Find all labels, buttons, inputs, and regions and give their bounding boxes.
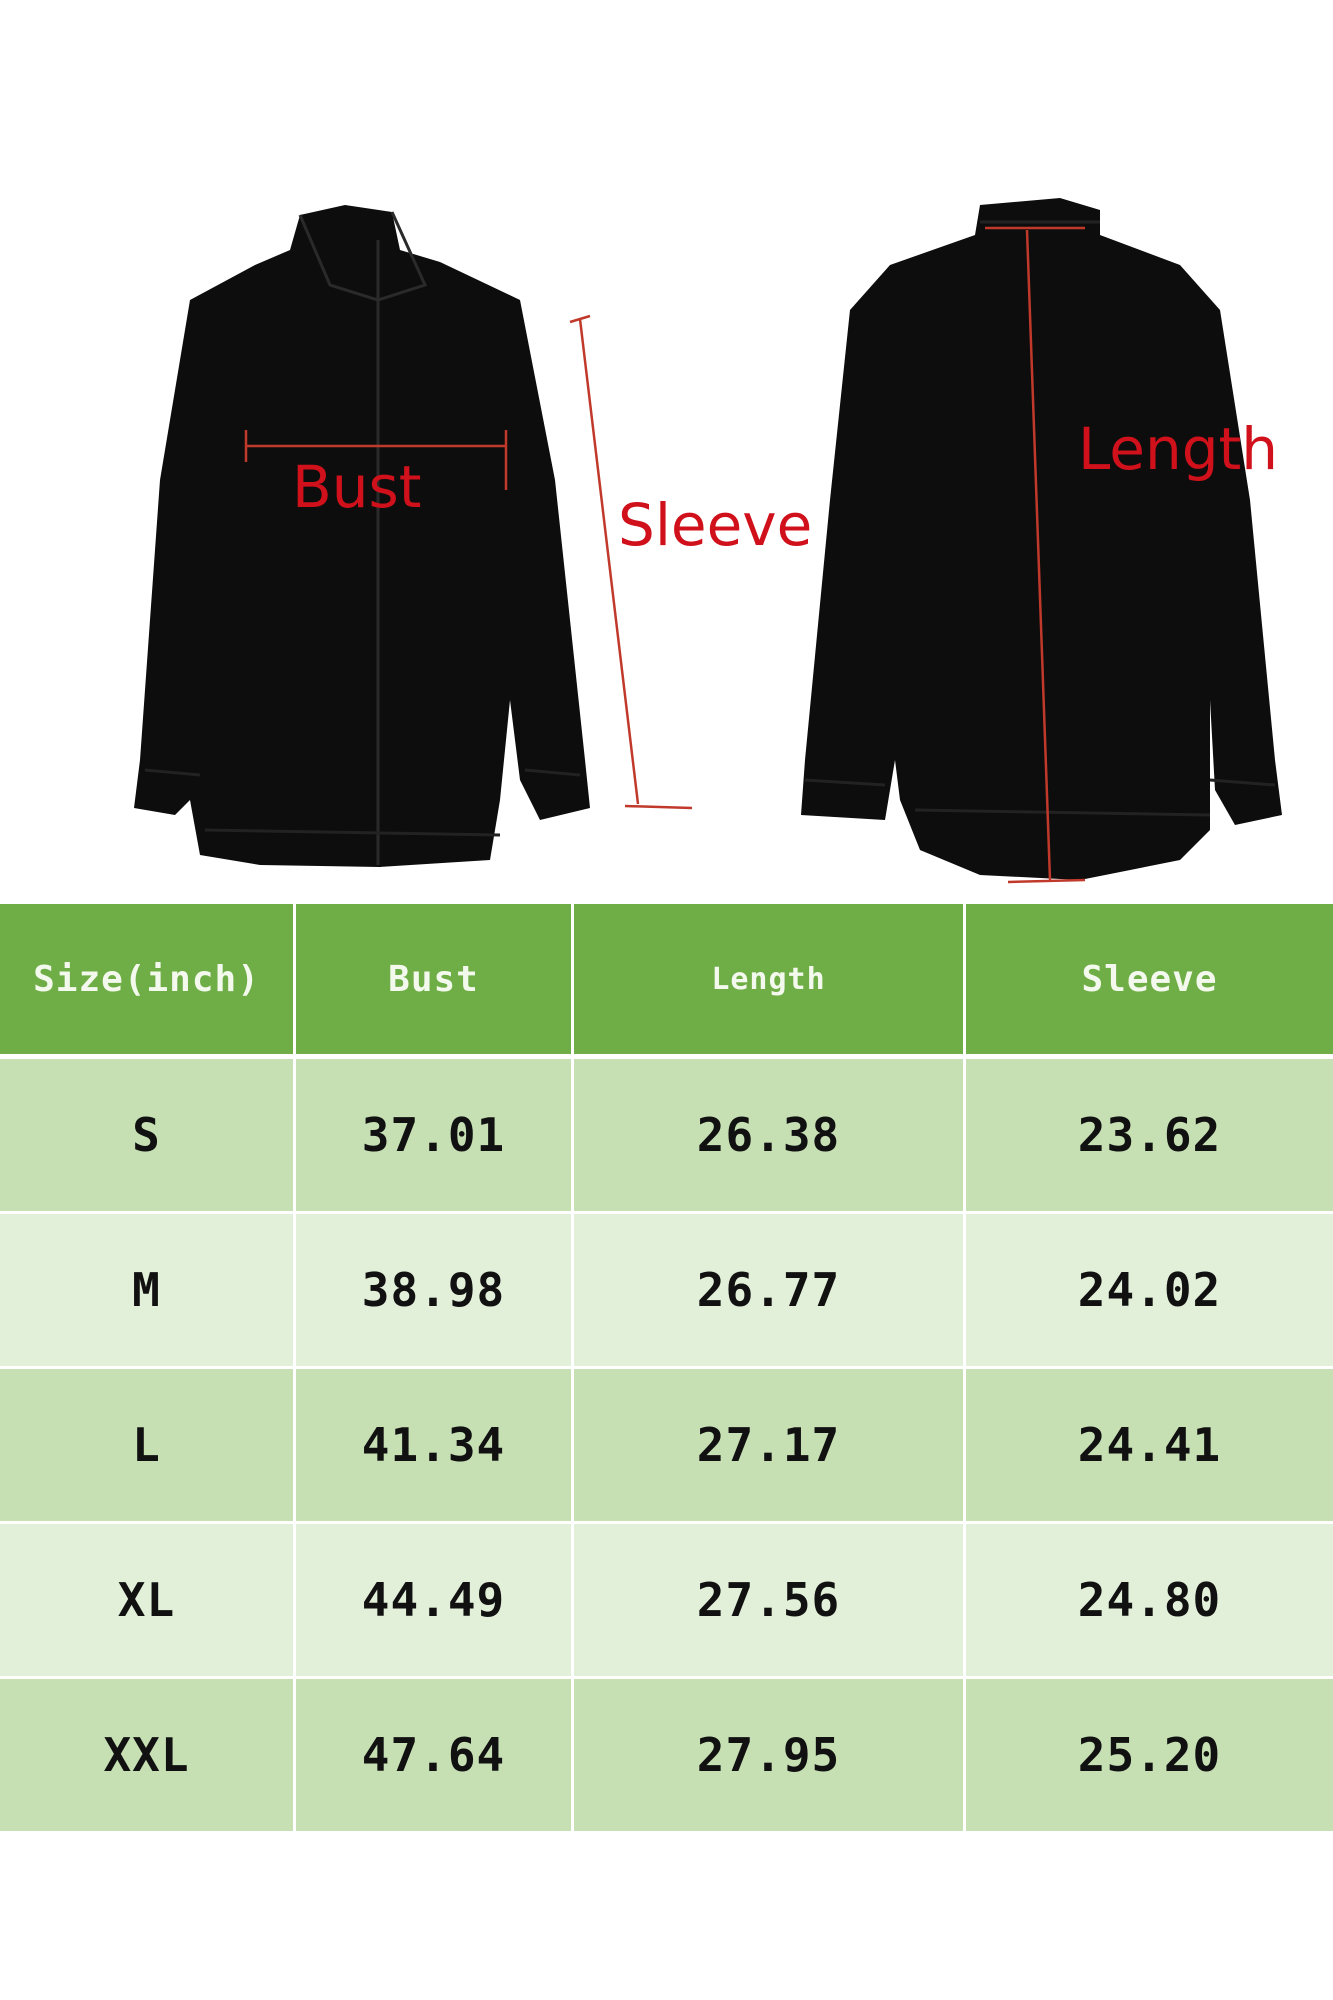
size-cell: M xyxy=(0,1214,293,1366)
sleeve-cell: 24.02 xyxy=(966,1214,1333,1366)
length-cell: 26.77 xyxy=(574,1214,963,1366)
header-size: Size(inch) xyxy=(0,904,293,1054)
length-cell: 27.17 xyxy=(574,1369,963,1521)
length-cell: 26.38 xyxy=(574,1059,963,1211)
length-cell: 27.56 xyxy=(574,1524,963,1676)
bust-cell: 41.34 xyxy=(296,1369,571,1521)
table-row: L 41.34 27.17 24.41 xyxy=(0,1369,1333,1521)
sleeve-cell: 24.80 xyxy=(966,1524,1333,1676)
back-jacket-image xyxy=(801,198,1282,880)
table-row: XL 44.49 27.56 24.80 xyxy=(0,1524,1333,1676)
table-row: M 38.98 26.77 24.02 xyxy=(0,1214,1333,1366)
length-label: Length xyxy=(1078,415,1279,483)
jacket-diagram xyxy=(134,198,1282,884)
size-cell: XL xyxy=(0,1524,293,1676)
sleeve-cell: 23.62 xyxy=(966,1059,1333,1211)
size-cell: S xyxy=(0,1059,293,1211)
bust-cell: 44.49 xyxy=(296,1524,571,1676)
size-chart-table: Size(inch) Bust Length Sleeve S 37.01 26… xyxy=(0,904,1333,1834)
front-jacket-image xyxy=(134,205,590,867)
header-length: Length xyxy=(574,904,963,1054)
bust-measure-line xyxy=(244,430,508,490)
bust-cell: 47.64 xyxy=(296,1679,571,1831)
sleeve-cell: 24.41 xyxy=(966,1369,1333,1521)
table-header-row: Size(inch) Bust Length Sleeve xyxy=(0,904,1333,1054)
header-sleeve: Sleeve xyxy=(966,904,1333,1054)
bust-cell: 38.98 xyxy=(296,1214,571,1366)
length-cell: 27.95 xyxy=(574,1679,963,1831)
size-cell: XXL xyxy=(0,1679,293,1831)
sleeve-cell: 25.20 xyxy=(966,1679,1333,1831)
size-cell: L xyxy=(0,1369,293,1521)
length-measure-line xyxy=(985,226,1086,884)
sleeve-label: Sleeve xyxy=(618,491,813,559)
table-row: XXL 47.64 27.95 25.20 xyxy=(0,1679,1333,1831)
header-bust: Bust xyxy=(296,904,571,1054)
bust-cell: 37.01 xyxy=(296,1059,571,1211)
sleeve-measure-line xyxy=(569,314,693,810)
table-row: S 37.01 26.38 23.62 xyxy=(0,1059,1333,1211)
bust-label: Bust xyxy=(292,453,422,521)
